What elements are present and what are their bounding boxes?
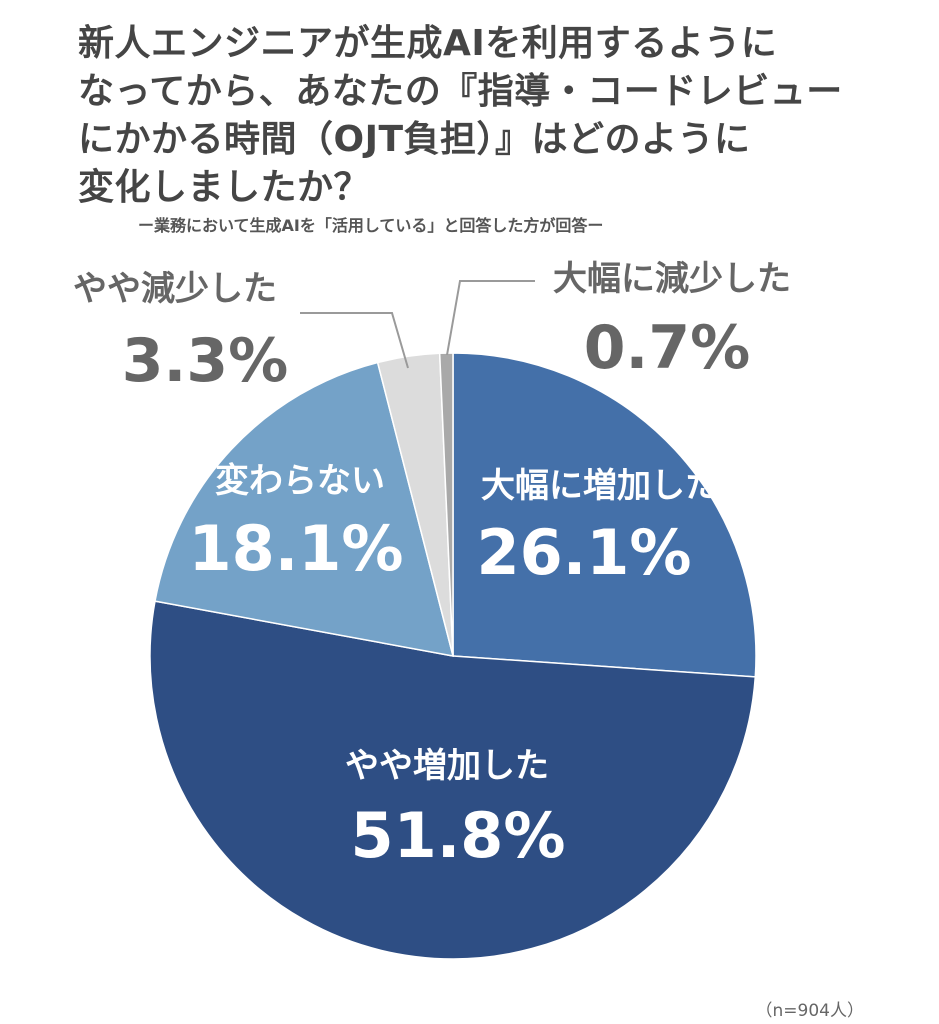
slice-value-label: 18.1%: [188, 512, 403, 585]
slice-value-label: 0.7%: [584, 313, 750, 383]
slice-labels: 大幅に増加した 26.1% やや増加した 51.8% 変わらない 18.1% やや減少した 3…: [73, 259, 791, 872]
pie-slice: [154, 361, 455, 657]
slice-value-label: 26.1%: [476, 516, 691, 589]
pie-slices: [149, 352, 757, 960]
slice-label: やや減少した: [73, 269, 277, 309]
sample-size-note: （n=904人）: [755, 1001, 864, 1021]
slice-label: 大幅に減少した: [553, 259, 791, 299]
chart-subtitle: ー業務において生成AIを「活用している」と回答した方が回答ー: [138, 216, 604, 235]
chart-title: 新人エンジニアが生成AIを利用するように なってから、あなたの『指導・コードレビ…: [78, 20, 898, 212]
title-line: 新人エンジニアが生成AIを利用するように: [78, 23, 778, 64]
title-line: なってから、あなたの『指導・コードレビュー: [78, 71, 843, 112]
title-line: 変化しましたか？: [78, 167, 371, 208]
slice-label: やや増加した: [345, 746, 549, 786]
title-line: にかかる時間（OJT負担）』はどのように: [78, 119, 751, 160]
slice-value-label: 3.3%: [122, 326, 288, 396]
slice-label: 大幅に増加した: [481, 466, 719, 506]
leader-line: [300, 312, 409, 369]
leader-line: [446, 280, 535, 356]
slice-value-label: 51.8%: [350, 799, 565, 872]
pie-slice: [452, 352, 757, 678]
slice-label: 変わらない: [215, 461, 385, 501]
pie-slice: [149, 600, 757, 960]
